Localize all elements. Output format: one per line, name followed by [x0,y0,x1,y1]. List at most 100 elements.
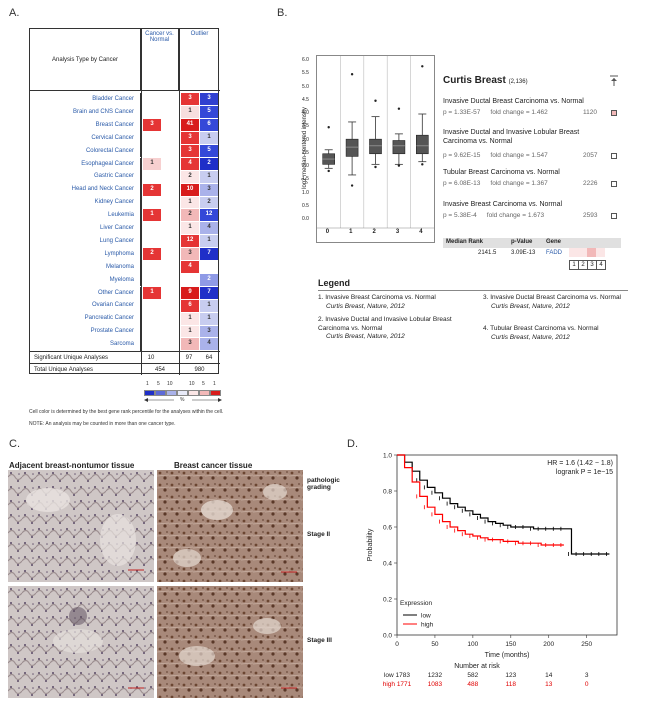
cell-outlier-over: 3 [181,144,199,157]
scale-red-1: 1 [213,381,216,387]
comparison-name[interactable]: Invasive Ductal Breast Carcinoma vs. Nor… [443,98,584,105]
comparison-pvalue: p = 1.33E-57 [443,109,481,116]
legend-3-num: 3. [483,294,489,301]
cancer-type-label[interactable]: Head and Neck Cancer [30,183,141,197]
cell-outlier-under: 1 [200,299,218,312]
cancer-type-label[interactable]: Colorectal Cancer [30,144,141,158]
cancer-type-label[interactable]: Myeloma [30,273,141,287]
comparison-rank: 2057 [583,152,598,159]
cell-outlier-over: 3 [181,248,199,261]
legend-item-3: 3. Invasive Ductal Breast Carcinoma vs. … [483,294,633,311]
ihc-title-cancer: Breast cancer tissue [174,461,253,470]
cancer-type-label[interactable]: Gastric Cancer [30,170,141,184]
boxplot-ytick: 1.5 [302,176,309,183]
cell-outlier-under: 6 [200,119,218,132]
cell-outlier-under: 1 [200,170,218,183]
cancer-type-label[interactable]: Lymphoma [30,247,141,261]
km-risk-high: 118 [506,681,517,688]
comparison-name[interactable]: Tubular Breast Carcinoma vs. Normal [443,169,560,176]
cell-cancer-vs-normal: 1 [143,157,161,170]
median-rank-table: Median Rank p-Value Gene 2141.5 3.09E-13… [443,238,621,270]
cell-outlier-under: 7 [200,248,218,261]
km-plot-frame [396,454,618,636]
cell-outlier-over: 1 [181,196,199,209]
km-risk-low: 14 [545,672,553,679]
footer-total-c1: 454 [154,367,165,373]
km-risk-low: 1232 [428,672,443,679]
ihc-label-pathologic: pathologic grading [307,477,340,491]
km-xtick-label: 200 [543,641,554,648]
cancer-type-label[interactable]: Other Cancer [30,286,141,300]
legend-4-num: 4. [483,325,489,332]
cell-cancer-vs-normal [143,197,161,209]
cancer-type-label[interactable]: Bladder Cancer [30,93,141,106]
table-row: Colorectal Cancer 3 5 [30,144,220,158]
legend-1-num: 1. [318,294,324,301]
cancer-type-label[interactable]: Melanoma [30,260,141,274]
cell-outlier-over: 1 [181,312,199,325]
cell-outlier-over: 6 [181,299,199,312]
comparison-stats: p = 5.38E-4 fold change = 1.673 [443,212,544,219]
cancer-type-label[interactable]: Kidney Cancer [30,196,141,210]
oncomine-summary-table: Analysis Type by Cancer Cancer vs. Norma… [29,28,220,375]
legend-1-text: Invasive Breast Carcinoma vs. Normal [325,294,436,301]
box-2 [369,138,382,155]
comparison-checkbox[interactable] [611,213,617,219]
cell-outlier-under: 1 [200,312,218,325]
table-row: Liver Cancer 1 4 [30,222,220,235]
legend-2-src: Curtis Breast, Nature, 2012 [326,333,405,340]
download-icon[interactable] [609,75,619,87]
scale-arrow-icon [144,398,222,402]
outlier-dot [350,73,354,76]
dataset-name: Curtis Breast [443,75,506,86]
cancer-type-label[interactable]: Leukemia [30,209,141,222]
cancer-type-label[interactable]: Prostate Cancer [30,325,141,339]
ihc-image-cancer-stage3 [157,586,303,698]
cell-outlier-over: 2 [181,209,199,222]
cancer-type-label[interactable]: Esophageal Cancer [30,157,141,171]
cancer-type-label[interactable]: Cervical Cancer [30,131,141,145]
km-ytick-label: 1.0 [383,453,392,460]
note-counted: NOTE: An analysis may be counted in more… [29,421,176,427]
outlier-dot [421,163,424,166]
cell-outlier-over: 4 [181,157,199,170]
mr-gene[interactable]: FADD [546,250,563,256]
km-risk-high: 488 [467,681,478,688]
cancer-type-label[interactable]: Lung Cancer [30,234,141,248]
boxplot-chart [317,56,434,229]
table-row: Brain and CNS Cancer 1 5 [30,105,220,119]
comparison-fold-change: fold change = 1.462 [490,109,548,116]
footer-significant-o2: 64 [205,355,213,361]
mr-header-pval: p-Value [511,239,533,245]
cell-outlier-under: 7 [200,286,218,299]
cell-outlier-under: 12 [200,209,218,222]
footer-significant-o1: 97 [185,355,193,361]
comparison-rank: 1120 [583,109,597,116]
table-row: Ovarian Cancer 6 1 [30,299,220,313]
scale-red-5: 5 [202,381,205,387]
cancer-type-label[interactable]: Sarcoma [30,338,141,351]
cancer-type-label[interactable]: Breast Cancer [30,118,141,132]
cancer-type-label[interactable]: Liver Cancer [30,222,141,235]
comparison-checkbox[interactable] [611,181,617,187]
cancer-type-label[interactable]: Ovarian Cancer [30,299,141,313]
km-hr-annotation: HR = 1.6 (1.42 − 1.8) [547,460,613,467]
boxplot-ytick: 3.0 [302,136,309,143]
table-row: Other Cancer 1 9 7 [30,286,220,300]
ihc-image-adjacent-stage2 [8,470,154,582]
cancer-type-label[interactable]: Brain and CNS Cancer [30,105,141,119]
panel-c-label: C. [9,438,20,450]
cell-cancer-vs-normal [143,261,161,273]
comparison-name[interactable]: Invasive Ductal and Invasive Lobular Bre… [443,129,580,145]
legend-4-src: Curtis Breast, Nature, 2012 [491,333,570,341]
comparison-checkbox[interactable] [611,110,617,116]
cancer-type-label[interactable]: Pancreatic Cancer [30,312,141,326]
cell-outlier-over: 9 [181,286,199,299]
scale-blue-10: 10 [167,381,173,387]
comparison-pvalue: p = 9.62E-15 [443,152,481,159]
cell-outlier-over: 41 [181,119,199,132]
km-ytick-label: 0.4 [383,561,392,568]
comparison-name[interactable]: Invasive Breast Carcinoma vs. Normal [443,201,563,208]
comparison-checkbox[interactable] [611,153,617,159]
km-risk-low: 3 [585,672,589,679]
